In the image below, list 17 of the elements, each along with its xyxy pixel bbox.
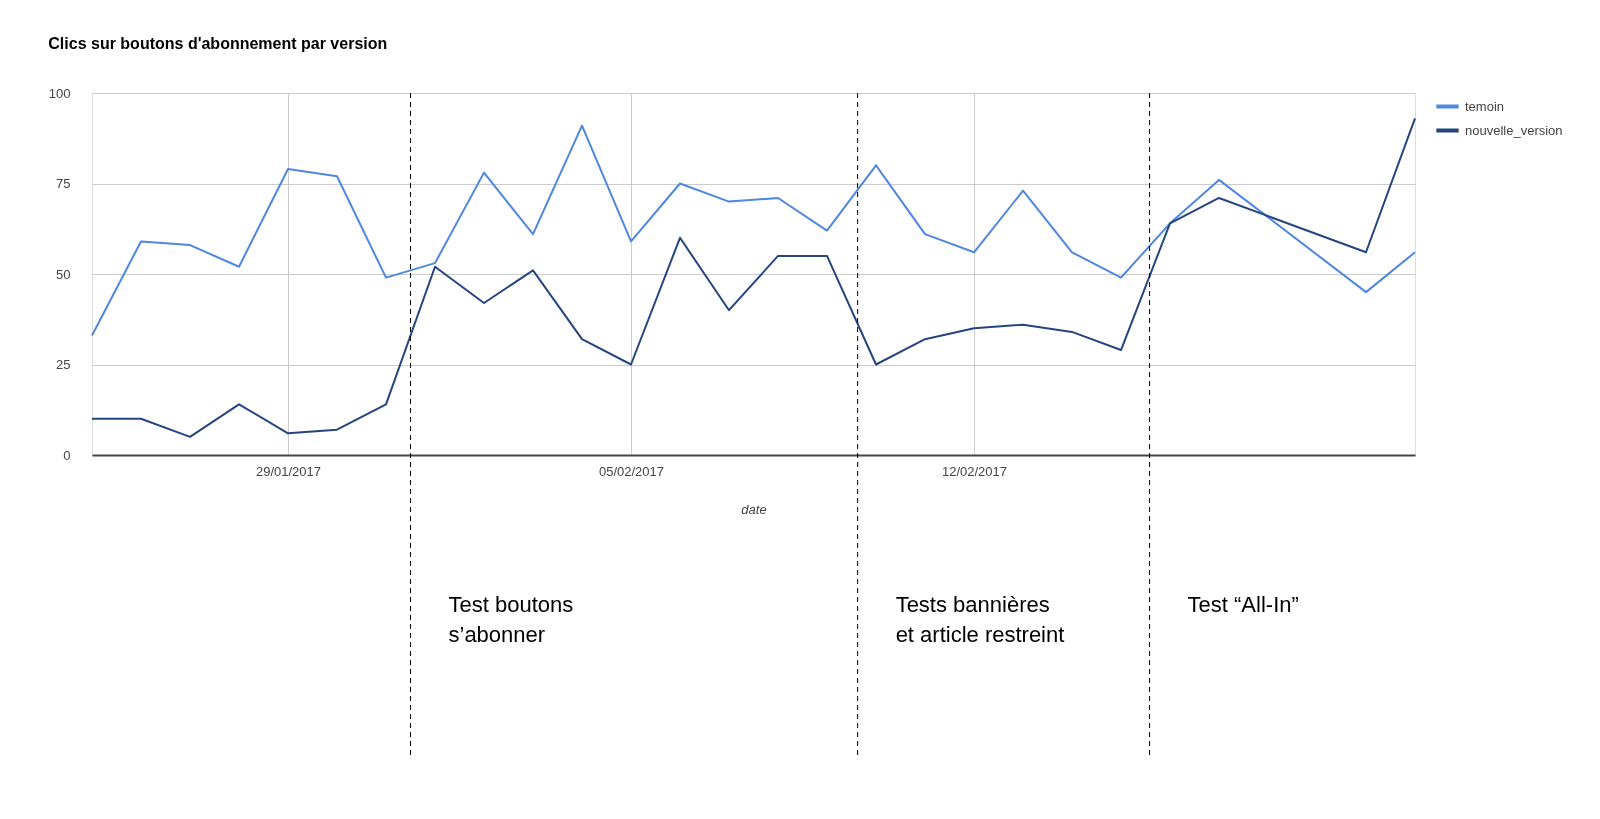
line-series	[91, 117, 1416, 438]
ref-line-label: Test boutons s’abonner	[448, 592, 574, 647]
ref-line-label: Test “All-In”	[1187, 592, 1299, 617]
line-series	[91, 124, 1416, 337]
x-tick-label: 05/02/2017	[598, 463, 665, 479]
x-tick-label: 12/02/2017	[941, 463, 1008, 479]
x-axis-title: date	[741, 501, 767, 517]
y-tick-label: 0	[63, 447, 71, 463]
ref-line-label: Tests bannières et article restreint	[895, 592, 1065, 647]
legend-label: temoin	[1465, 98, 1505, 114]
chart-title: Clics sur boutons d'abonnement par version	[48, 35, 388, 52]
x-tick-label: 29/01/2017	[255, 463, 322, 479]
y-tick-label: 75	[56, 176, 71, 191]
y-tick-label: 100	[48, 85, 71, 101]
legend-label: nouvelle_version	[1465, 122, 1563, 138]
y-tick-label: 50	[56, 266, 71, 282]
y-tick-label: 25	[56, 357, 71, 372]
